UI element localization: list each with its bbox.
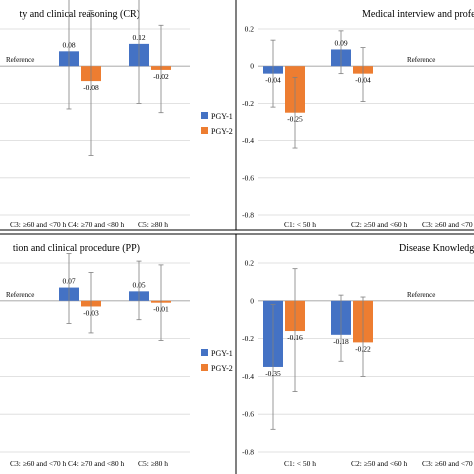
x-tick-label: C2: ≥50 and <60 h xyxy=(351,459,408,468)
legend-swatch-pgy-2 xyxy=(201,127,208,134)
y-tick-label: 0 xyxy=(250,296,254,305)
panel-frame xyxy=(235,0,474,231)
panel-frame xyxy=(0,0,237,231)
chart-panel-dk: Disease Knowledge 0.2 0 -0.2 -0.4 -0.6 -0.8 C1:… xyxy=(235,233,474,474)
chart-title: tion and clinical procedure (PP) xyxy=(13,243,140,254)
x-tick-label: C2: ≥50 and <60 h xyxy=(351,220,408,229)
x-tick-label: C3: ≥60 and <70 h xyxy=(10,220,67,229)
chart-title: Medical interview and profess xyxy=(362,9,474,20)
chart-title: Disease Knowledge xyxy=(399,243,474,254)
data-label: -0.25 xyxy=(287,115,303,124)
data-label: -0.04 xyxy=(355,76,371,85)
chart-title: ty and clinical reasoning (CR) xyxy=(19,9,140,20)
data-label: -0.16 xyxy=(287,333,303,342)
data-label: 0.07 xyxy=(62,277,75,286)
data-label: -0.04 xyxy=(265,76,281,85)
x-tick-label: C4: ≥70 and <80 h xyxy=(68,220,125,229)
data-label: -0.01 xyxy=(153,305,169,314)
data-label: -0.02 xyxy=(153,72,169,81)
y-tick-label: -0.8 xyxy=(242,448,254,457)
y-tick-label: -0.2 xyxy=(242,334,254,343)
reference-label: Reference xyxy=(407,291,435,299)
x-tick-label: C3: ≥60 and <70 h xyxy=(422,459,474,468)
y-tick-label: 0.2 xyxy=(245,25,255,34)
chart-panel-pp: tion and clinical procedure (PP) C3: ≥60 … xyxy=(0,233,237,474)
reference-label: Reference xyxy=(6,56,34,64)
data-label: 0.12 xyxy=(132,33,145,42)
data-label: 0.05 xyxy=(132,280,145,289)
legend-swatch-pgy-2 xyxy=(201,364,208,371)
y-tick-label: -0.6 xyxy=(242,173,254,182)
y-tick-label: -0.2 xyxy=(242,99,254,108)
chart-panel-cr: ty and clinical reasoning (CR) C3: ≥60 an… xyxy=(0,0,237,231)
data-label: -0.22 xyxy=(355,344,371,353)
panel-frame xyxy=(0,233,237,474)
y-tick-label: -0.4 xyxy=(242,136,254,145)
y-tick-label: 0.2 xyxy=(245,259,255,268)
legend-label: PGY-1 xyxy=(211,349,233,358)
data-label: 0.09 xyxy=(334,38,347,47)
x-tick-label: C5: ≥80 h xyxy=(138,220,168,229)
legend-swatch-pgy-1 xyxy=(201,112,208,119)
x-tick-label: C1: < 50 h xyxy=(284,459,316,468)
legend-label: PGY-1 xyxy=(211,112,233,121)
panel-frame xyxy=(235,233,474,474)
x-tick-label: C1: < 50 h xyxy=(284,220,316,229)
reference-label: Reference xyxy=(6,291,34,299)
x-tick-label: C3: ≥60 and <70 h xyxy=(10,459,67,468)
y-tick-label: -0.8 xyxy=(242,211,254,220)
y-tick-label: -0.6 xyxy=(242,410,254,419)
y-tick-label: -0.4 xyxy=(242,372,254,381)
reference-label: Reference xyxy=(407,56,435,64)
data-label: -0.35 xyxy=(265,369,281,378)
data-label: -0.18 xyxy=(333,337,349,346)
x-tick-label: C4: ≥70 and <80 h xyxy=(68,459,125,468)
y-tick-label: 0 xyxy=(250,62,254,71)
legend-swatch-pgy-1 xyxy=(201,349,208,356)
legend-label: PGY-2 xyxy=(211,127,233,136)
data-label: 0.08 xyxy=(62,40,75,49)
data-label: -0.08 xyxy=(83,83,99,92)
x-tick-label: C5: ≥80 h xyxy=(138,459,168,468)
legend-label: PGY-2 xyxy=(211,364,233,373)
data-label: -0.03 xyxy=(83,308,99,317)
x-tick-label: C3: ≥60 and <70 h xyxy=(422,220,474,229)
chart-panel-mip: Medical interview and profess 0.2 0 -0.2 -0.… xyxy=(235,0,474,231)
